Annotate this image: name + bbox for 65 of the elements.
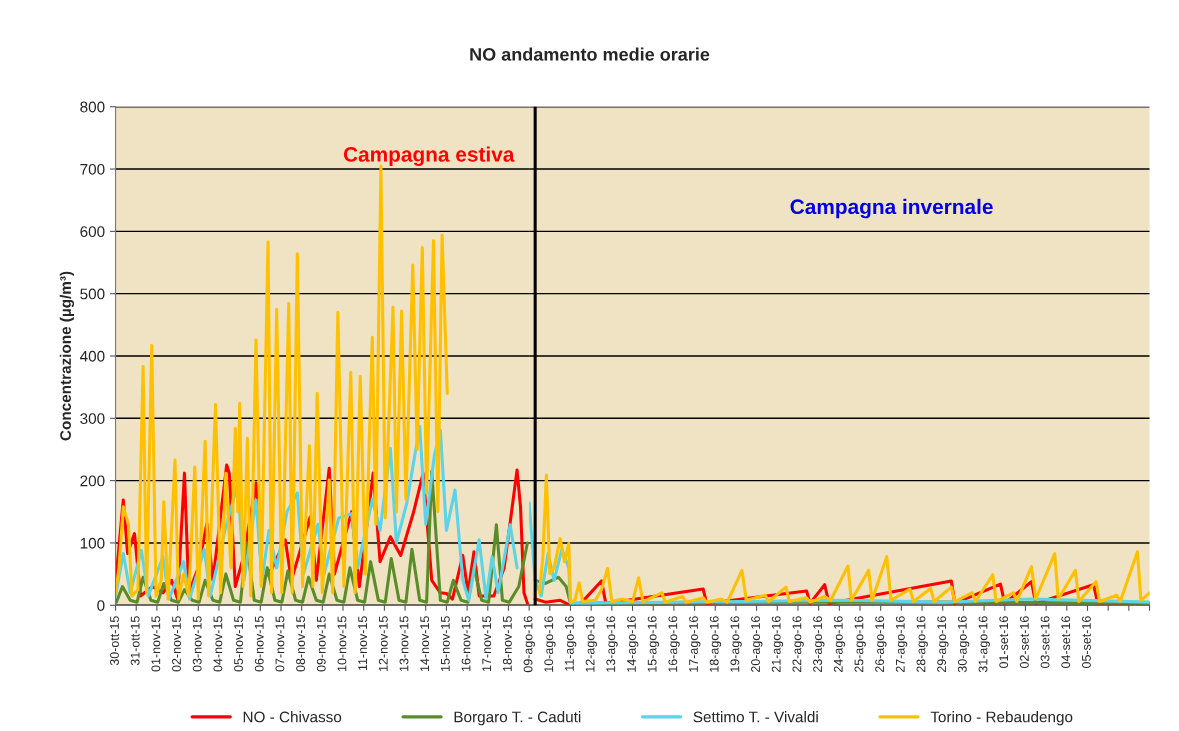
y-tick-label: 0 bbox=[97, 600, 105, 611]
x-tick-label: 09-nov-15 bbox=[316, 616, 326, 672]
x-tick-label: 26-ago-16 bbox=[875, 616, 887, 673]
x-tick-label: 15-ago-16 bbox=[647, 616, 660, 672]
x-tick-label: 13-ago-16 bbox=[606, 616, 618, 672]
x-tick-label: 31-ott-15 bbox=[130, 616, 140, 666]
x-tick-label: 19-ago-16 bbox=[730, 616, 742, 672]
annotation: Campagna invernale bbox=[790, 198, 993, 219]
legend-label: NO - Chivasso bbox=[243, 711, 342, 723]
x-tick-label: 23-ago-16 bbox=[813, 616, 825, 673]
x-tick-label: 17-ago-16 bbox=[689, 616, 701, 672]
x-tick-label: 11-nov-15 bbox=[358, 616, 368, 671]
y-tick-label: 500 bbox=[80, 288, 105, 300]
text: NO andamento medie orarie bbox=[470, 47, 710, 61]
x-tick-label: 08-nov-15 bbox=[296, 616, 306, 672]
x-tick-label: 02-set-16 bbox=[1019, 616, 1029, 668]
x-tick-label: 05-set-16 bbox=[1081, 616, 1091, 668]
x-tick-label: 25-ago-16 bbox=[854, 616, 866, 673]
x-tick-label: 27-ago-16 bbox=[895, 616, 908, 673]
x-tick-label: 03-set-16 bbox=[1040, 616, 1050, 668]
x-tick-label: 28-ago-16 bbox=[916, 616, 928, 673]
x-tick-label: 03-nov-15 bbox=[192, 616, 202, 672]
annotation: Campagna estiva bbox=[343, 146, 515, 166]
x-tick-label: 16-ago-16 bbox=[668, 616, 680, 672]
x-tick-label: 20-ago-16 bbox=[751, 616, 763, 673]
y-tick-label: 800 bbox=[80, 101, 105, 113]
x-tick-label: 02-nov-15 bbox=[172, 616, 181, 672]
x-tick-label: 30-ott-15 bbox=[110, 616, 119, 666]
x-tick-label: 14-ago-16 bbox=[627, 616, 639, 672]
x-tick-label: 24-ago-16 bbox=[833, 616, 846, 673]
x-tick-label: 14-nov-15 bbox=[420, 616, 430, 672]
x-tick-label: 31-ago-16 bbox=[978, 616, 990, 673]
x-tick-label: 04-nov-15 bbox=[213, 616, 223, 672]
x-tick-label: 07-nov-15 bbox=[275, 616, 285, 672]
y-tick-label: 100 bbox=[80, 537, 105, 549]
y-tick-label: 200 bbox=[80, 475, 105, 487]
x-tick-label: 17-nov-15 bbox=[482, 616, 492, 672]
x-tick-label: 04-set-16 bbox=[1061, 616, 1071, 668]
x-tick-label: 10-nov-15 bbox=[337, 616, 347, 672]
x-tick-label: 21-ago-16 bbox=[771, 616, 784, 673]
y-axis-title: Concentrazione (µg/m³) bbox=[59, 271, 75, 441]
x-tick-label: 16-nov-15 bbox=[461, 616, 471, 672]
x-tick-label: 01-set-16 bbox=[999, 616, 1009, 668]
x-tick-label: 13-nov-15 bbox=[399, 616, 409, 672]
x-tick-label: 10-ago-16 bbox=[544, 616, 556, 672]
x-tick-label: 18-nov-15 bbox=[502, 616, 512, 672]
x-tick-label: 12-nov-15 bbox=[378, 616, 388, 672]
x-tick-label: 06-nov-15 bbox=[254, 616, 264, 672]
y-tick-label: 600 bbox=[80, 226, 105, 238]
x-tick-label: 09-ago-16 bbox=[523, 616, 535, 673]
x-tick-label: 05-nov-15 bbox=[234, 616, 243, 672]
y-tick-label: 700 bbox=[80, 163, 105, 175]
x-tick-label: 29-ago-16 bbox=[937, 616, 949, 673]
x-tick-label: 18-ago-16 bbox=[709, 616, 722, 672]
x-tick-label: 12-ago-16 bbox=[585, 616, 597, 672]
x-tick-label: 11-ago-16 bbox=[565, 616, 577, 671]
y-tick-label: 400 bbox=[79, 350, 105, 362]
x-tick-label: 22-ago-16 bbox=[792, 616, 804, 673]
x-tick-label: 30-ago-16 bbox=[957, 616, 970, 673]
x-tick-label: 15-nov-15 bbox=[441, 616, 450, 672]
y-tick-label: 300 bbox=[80, 413, 105, 424]
legend-label: Settimo T. - Vivaldi bbox=[693, 711, 818, 723]
legend-label: Borgaro T. - Caduti bbox=[454, 711, 581, 726]
legend-label: Torino - Rebaudengo bbox=[930, 711, 1073, 726]
x-tick-label: 01-nov-15 bbox=[151, 616, 161, 672]
